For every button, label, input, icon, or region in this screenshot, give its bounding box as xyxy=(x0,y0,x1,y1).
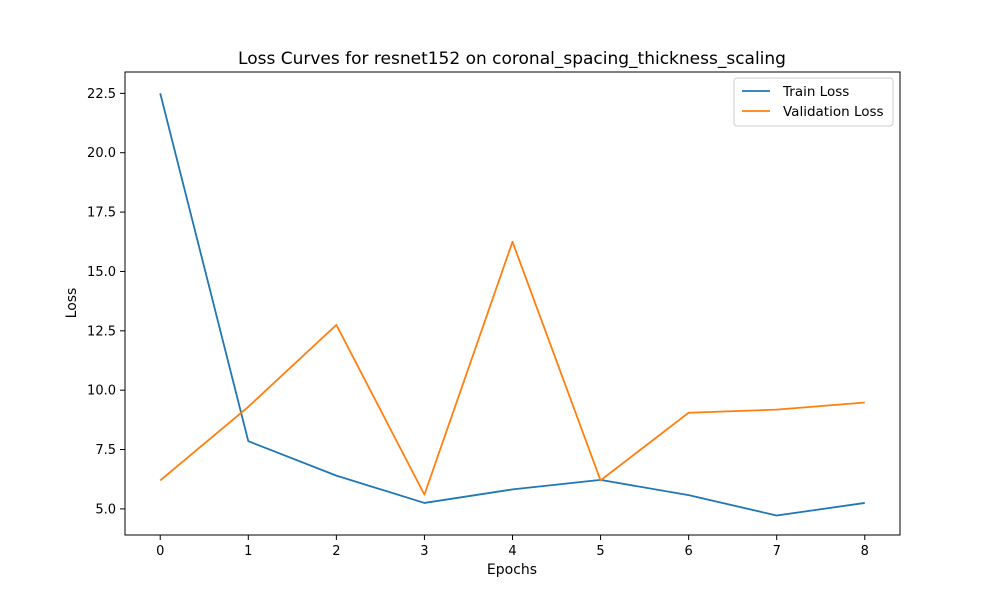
y-axis-ticks: 5.0 7.5 10.0 12.5 15.0 17.5 20.0 22.5 xyxy=(87,87,125,517)
x-axis-ticks: 0 1 2 3 4 5 6 7 8 xyxy=(156,535,869,559)
y-axis-label: Loss xyxy=(64,288,80,319)
y-tick-label: 17.5 xyxy=(87,206,116,221)
x-tick-label: 6 xyxy=(684,544,692,559)
legend-label: Validation Loss xyxy=(783,104,884,120)
x-tick-label: 0 xyxy=(156,544,164,559)
plot-area-frame xyxy=(124,71,901,536)
y-tick-label: 22.5 xyxy=(87,87,116,102)
x-tick-label: 7 xyxy=(773,544,781,559)
y-tick-label: 5.0 xyxy=(95,502,116,517)
legend-box xyxy=(733,77,894,127)
series-layer xyxy=(159,93,865,517)
series-line-1 xyxy=(159,240,865,496)
legend-label: Train Loss xyxy=(782,84,849,100)
legend: Train Loss Validation Loss xyxy=(733,77,894,127)
y-tick-label: 15.0 xyxy=(87,265,116,280)
x-tick-label: 3 xyxy=(420,544,428,559)
x-tick-label: 8 xyxy=(861,544,869,559)
y-tick-label: 10.0 xyxy=(87,384,116,399)
x-tick-label: 2 xyxy=(332,544,340,559)
series-line-0 xyxy=(159,93,865,517)
x-tick-label: 4 xyxy=(508,544,516,559)
y-tick-label: 12.5 xyxy=(87,324,116,339)
x-tick-label: 5 xyxy=(596,544,604,559)
y-tick-label: 7.5 xyxy=(95,443,116,458)
y-tick-label: 20.0 xyxy=(87,146,116,161)
x-tick-label: 1 xyxy=(244,544,252,559)
chart-title: Loss Curves for resnet152 on coronal_spa… xyxy=(238,49,786,69)
x-axis-label: Epochs xyxy=(487,562,537,578)
